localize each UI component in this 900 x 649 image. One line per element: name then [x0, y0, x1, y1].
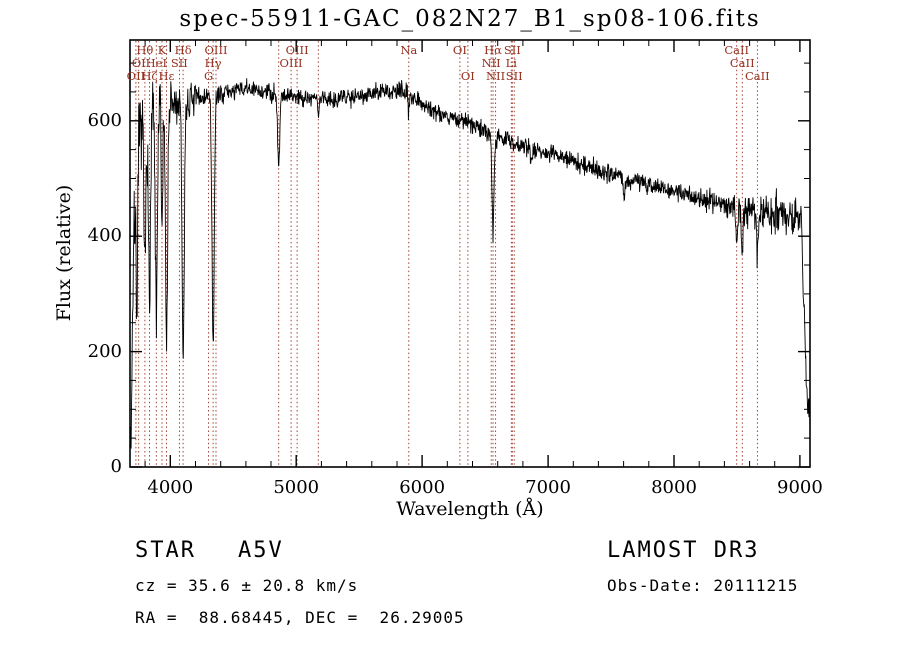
- spectral-line-label-hδ: Hδ: [174, 43, 192, 57]
- spectral-line-label-hζ: Hζ: [141, 69, 158, 83]
- spectral-line-label-sii: SII: [170, 56, 188, 70]
- object-class-label: STAR: [135, 538, 196, 563]
- x-tick-label-5000: 5000: [273, 477, 320, 498]
- spectral-line-label-oiii: OIII: [285, 43, 309, 57]
- spectral-line-label-li: Li: [505, 56, 517, 70]
- redshift-velocity-label: cz = 35.6 ± 20.8 km/s: [135, 576, 359, 595]
- figure-title: spec-55911-GAC_082N27_B1_sp08-106.fits: [179, 6, 761, 32]
- spectral-line-label-caii: CaII: [744, 69, 770, 83]
- object-subclass-label: A5V: [238, 538, 284, 563]
- spectral-line-label-oi: OI: [452, 43, 467, 57]
- x-tick-label-7000: 7000: [525, 477, 571, 498]
- spectral-line-label-hγ: Hγ: [204, 56, 222, 70]
- spectral-line-label-nii: NII: [485, 69, 506, 83]
- x-tick-label-8000: 8000: [651, 477, 697, 498]
- spectral-line-label-hε: Hε: [158, 69, 175, 83]
- spectral-line-label-oiii: OIII: [204, 43, 228, 57]
- spectral-line-label-caii: CaII: [729, 56, 755, 70]
- spectral-line-label-hθ: Hθ: [136, 43, 154, 57]
- y-tick-label-400: 400: [87, 225, 122, 247]
- spectral-line-label-oi: OI: [460, 69, 475, 83]
- y-tick-label-600: 600: [87, 109, 122, 131]
- x-tick-label-6000: 6000: [399, 477, 446, 498]
- ra-dec-label: RA = 88.68445, DEC = 26.29005: [135, 608, 465, 627]
- spectral-line-label-oiii: OIII: [279, 56, 303, 70]
- y-tick-label-0: 0: [110, 456, 122, 477]
- spectral-line-label-caii: CaII: [724, 43, 750, 57]
- spectral-line-label-sii: SII: [505, 69, 523, 83]
- survey-label: LAMOST DR3: [607, 538, 760, 563]
- spectral-line-label-hei: HeI: [145, 56, 168, 70]
- x-tick-label-4000: 4000: [147, 477, 194, 498]
- spectral-line-label-na: Na: [400, 43, 418, 57]
- y-tick-label-200: 200: [87, 340, 122, 362]
- obs-date-label: Obs-Date: 20111215: [607, 576, 799, 595]
- x-axis-title: Wavelength (Å): [396, 498, 544, 520]
- y-axis-title: Flux (relative): [53, 184, 75, 322]
- spectral-line-label-g: G: [203, 69, 214, 83]
- spectral-line-label-nii: NII: [481, 56, 501, 70]
- spectral-line-label-oii: OII: [126, 69, 146, 83]
- spectral-line-label-hα: Hα: [484, 43, 502, 57]
- spectral-line-label-k: K: [157, 43, 167, 57]
- x-tick-label-9000: 9000: [777, 477, 823, 498]
- spectral-line-label-sii: SII: [503, 43, 521, 57]
- spectral-line-label-oi: OI: [131, 56, 146, 70]
